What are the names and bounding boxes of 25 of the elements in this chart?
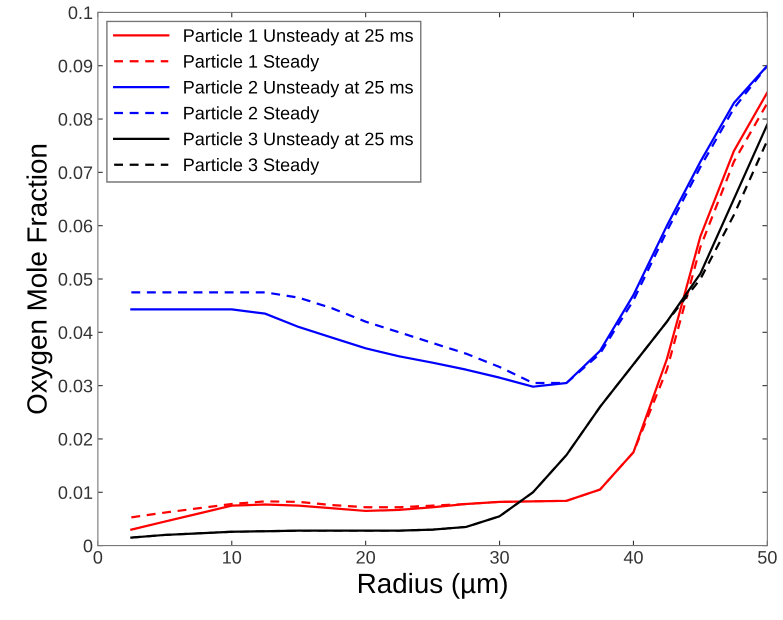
- legend-label: Particle 2 Unsteady at 25 ms: [184, 80, 413, 98]
- x-tick-label: 20: [356, 550, 375, 564]
- y-tick-label: 0.07: [58, 166, 92, 180]
- y-tick-label: 0.1: [68, 6, 92, 20]
- y-tick-label: 0.08: [58, 112, 92, 126]
- y-tick-label: 0.06: [58, 220, 92, 232]
- y-tick-label: 0.05: [58, 272, 92, 286]
- legend-label: Particle 3 Unsteady at 25 ms: [184, 132, 413, 149]
- y-tick-label: 0: [84, 540, 92, 552]
- legend-label: Particle 2 Steady: [184, 106, 320, 124]
- x-tick-label: 50: [758, 550, 777, 564]
- y-axis-title: Oxygen Mole Fraction: [26, 144, 52, 414]
- x-tick-label: 40: [624, 550, 643, 564]
- x-axis-title: Radius (µm): [358, 572, 507, 599]
- x-tick-label: 30: [490, 550, 509, 564]
- y-tick-label: 0.03: [58, 380, 92, 392]
- legend-label: Particle 1 Unsteady at 25 ms: [184, 28, 413, 46]
- x-tick-label: 0: [94, 550, 102, 564]
- y-tick-label: 0.04: [58, 326, 92, 340]
- y-tick-label: 0.02: [58, 432, 92, 446]
- y-tick-label: 0.01: [58, 486, 92, 499]
- legend-label: Particle 3 Steady: [184, 158, 320, 175]
- y-tick-label: 0.09: [58, 60, 92, 72]
- legend-label: Particle 1 Steady: [184, 54, 320, 72]
- x-tick-label: 10: [223, 550, 242, 564]
